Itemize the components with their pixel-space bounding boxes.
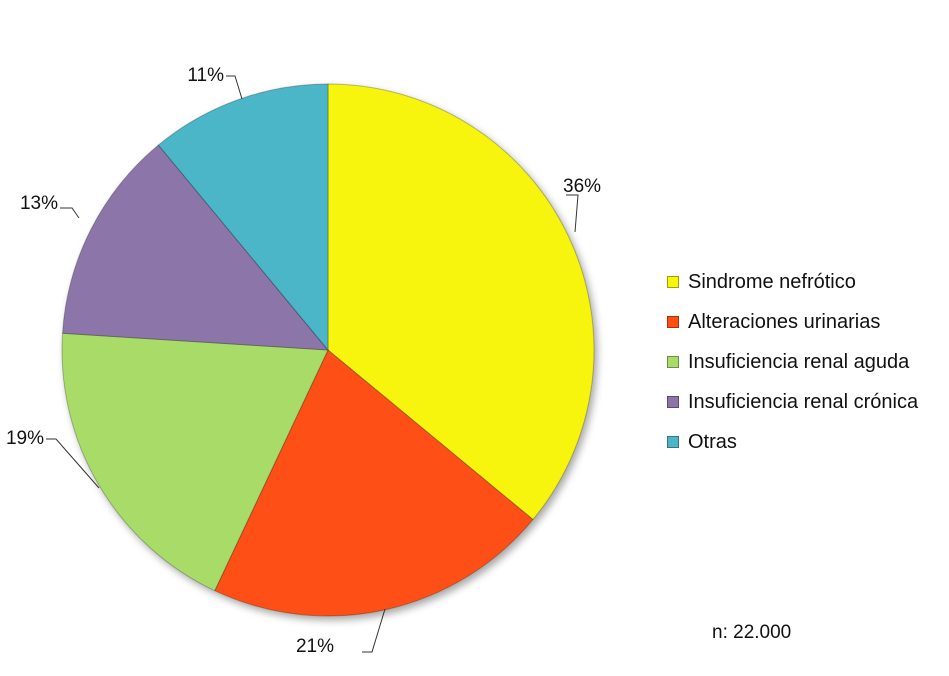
legend-swatch: [667, 356, 679, 368]
legend-item-insuficiencia-renal-cronica: Insuficiencia renal crónica: [667, 382, 918, 422]
data-label: 21%: [296, 636, 334, 657]
legend-label: Otras: [688, 430, 737, 453]
sample-size-note: n: 22.000: [712, 622, 792, 643]
legend-item-alteraciones-urinarias: Alteraciones urinarias: [667, 302, 918, 342]
data-label: 13%: [20, 193, 58, 214]
slice-insuficiencia-renal-cronica: [61, 144, 330, 351]
leader-line: [362, 608, 386, 653]
legend-label: Insuficiencia renal aguda: [688, 350, 910, 373]
leader-line: [46, 438, 100, 489]
legend-label: Sindrome nefrótico: [688, 270, 856, 293]
legend-label: Alteraciones urinarias: [688, 310, 881, 333]
leader-line: [226, 75, 243, 100]
leader-line: [566, 194, 579, 233]
leader-line: [60, 207, 80, 219]
legend-item-otras: Otras: [667, 422, 918, 462]
legend-label: Insuficiencia renal crónica: [688, 390, 919, 413]
legend: Sindrome nefrótico Alteraciones urinaria…: [667, 262, 918, 462]
legend-swatch: [667, 436, 679, 448]
data-label: 11%: [187, 65, 224, 86]
data-label: 19%: [6, 428, 44, 449]
slice-insuficiencia-renal-aguda: [61, 332, 329, 592]
legend-item-sindrome-nefrotico: Sindrome nefrótico: [667, 262, 918, 302]
slice-sindrome-nefrotico: [327, 83, 595, 521]
legend-swatch: [667, 316, 679, 328]
slice-alteraciones-urinarias: [214, 349, 534, 617]
slice-otras: [157, 83, 329, 352]
data-label: 36%: [563, 176, 601, 197]
legend-item-insuficiencia-renal-aguda: Insuficiencia renal aguda: [667, 342, 918, 382]
legend-swatch: [667, 276, 679, 288]
legend-swatch: [667, 396, 679, 408]
